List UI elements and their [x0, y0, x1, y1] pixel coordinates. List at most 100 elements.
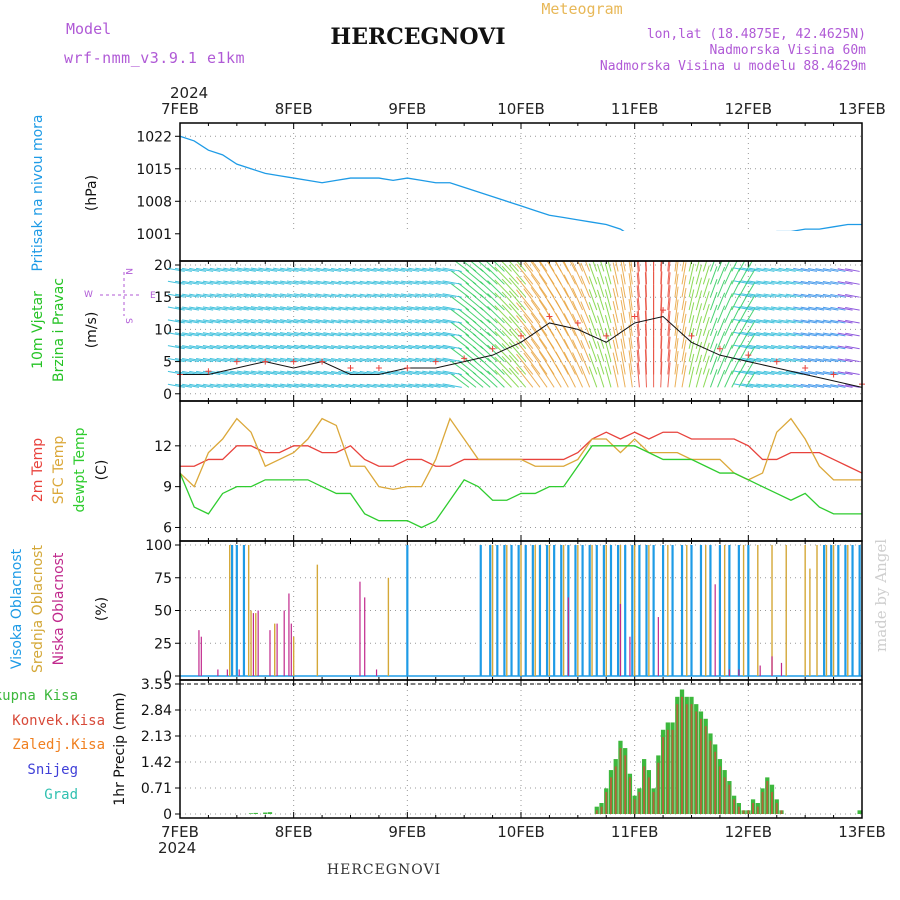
- wind-vector: [223, 280, 242, 285]
- wind-vector: [286, 319, 306, 324]
- cloud-panel: 0 25 50 75 100: [145, 538, 863, 685]
- wind-vector: [681, 339, 687, 362]
- wind-vector: [702, 329, 710, 349]
- wind-vector: [428, 370, 448, 375]
- wind-vector: [293, 370, 313, 375]
- wind-vector: [808, 268, 825, 272]
- wind-vector: [494, 279, 512, 298]
- wind-vector: [530, 299, 548, 324]
- wind-vector: [508, 290, 527, 311]
- wind-vector: [458, 295, 477, 311]
- model-label: Model: [66, 20, 111, 38]
- wind-vector: [315, 344, 335, 350]
- wind-vector: [588, 276, 598, 298]
- wind-vector: [763, 306, 782, 311]
- wind-vector: [538, 261, 555, 285]
- wind-vector: [386, 344, 406, 350]
- precip-conv-bar: [595, 810, 598, 814]
- wind-vector: [822, 281, 839, 285]
- wind-gust-marker: [404, 365, 411, 372]
- wind-vector: [415, 293, 434, 298]
- wind-vector: [793, 306, 810, 311]
- wind-vector: [472, 307, 491, 324]
- wind-vector: [748, 280, 768, 285]
- wind-vector: [741, 357, 761, 363]
- wind-vector: [196, 383, 214, 388]
- wind-vector: [733, 344, 754, 350]
- wind-vector: [182, 306, 200, 311]
- wind-vector: [667, 285, 671, 311]
- wind-vector: [408, 306, 427, 311]
- wind-vector: [338, 293, 356, 298]
- wind-gust-marker: [375, 365, 382, 372]
- wind-vector: [604, 366, 612, 388]
- wind-vector: [286, 370, 306, 375]
- wind-vector: [770, 332, 789, 337]
- wind-vector: [465, 372, 484, 388]
- y-tick-label: 0: [163, 387, 172, 403]
- wind-vector: [428, 357, 448, 363]
- wind-vector: [741, 344, 761, 350]
- wind-vector: [280, 357, 299, 363]
- wind-vector: [580, 288, 591, 311]
- wind-gust-marker: [830, 371, 837, 378]
- temp-unit-label: (C): [94, 460, 110, 481]
- wind-vector: [442, 331, 462, 337]
- wind-vector: [636, 272, 640, 298]
- wind-vector: [563, 300, 576, 324]
- wind-vector: [196, 319, 214, 324]
- wind-vector: [366, 293, 384, 298]
- wind-vector: [508, 264, 527, 285]
- wind-vector: [508, 316, 527, 337]
- wind-vector: [250, 383, 271, 388]
- wind-vector: [202, 267, 221, 272]
- wind-vector: [487, 280, 505, 298]
- wind-vector: [681, 288, 687, 311]
- wind-vector: [345, 267, 363, 272]
- wind-vector: [174, 293, 192, 298]
- wind-vector: [331, 319, 349, 324]
- precip-conv-bar: [761, 792, 764, 814]
- wind-vector: [250, 306, 271, 311]
- wind-vector: [724, 306, 733, 324]
- wind-vector: [815, 332, 832, 337]
- wind-vector: [830, 306, 846, 311]
- wind-gust-marker: [574, 319, 581, 326]
- wind-vector: [709, 291, 718, 311]
- wind-vector: [644, 349, 648, 375]
- wind-vector: [196, 280, 214, 285]
- wind-vector: [733, 383, 754, 388]
- wind-vector: [323, 357, 342, 363]
- wind-vector: [709, 266, 718, 285]
- wind-vector: [808, 383, 825, 388]
- wind-vector: [644, 362, 648, 388]
- wind-vector: [401, 344, 420, 350]
- wind-vector: [393, 306, 413, 311]
- wind-vector: [830, 319, 846, 324]
- wind-vector: [236, 293, 256, 298]
- wind-vector: [717, 369, 726, 388]
- wind-vector: [307, 293, 327, 298]
- wind-vector: [307, 370, 327, 375]
- wind-vector: [422, 357, 441, 363]
- wind-vector: [380, 306, 398, 311]
- wind-vector: [243, 344, 263, 350]
- wind-vector: [815, 293, 832, 298]
- wind-vector: [293, 280, 313, 285]
- wind-vector: [702, 291, 710, 311]
- wind-vector: [442, 293, 462, 298]
- wind-vector: [243, 318, 263, 324]
- wind-vector: [612, 352, 619, 375]
- wind-vector: [741, 383, 761, 388]
- wind-vector: [695, 303, 703, 324]
- wind-vector: [588, 353, 598, 375]
- wind-gust-marker: [347, 365, 354, 372]
- wind-vector: [620, 312, 626, 336]
- wind-vector: [604, 353, 612, 375]
- wind-vector: [182, 267, 200, 272]
- wind-vector: [223, 370, 242, 375]
- wind-vector: [770, 267, 789, 272]
- wind-vector: [501, 317, 520, 337]
- wind-vector: [386, 267, 406, 272]
